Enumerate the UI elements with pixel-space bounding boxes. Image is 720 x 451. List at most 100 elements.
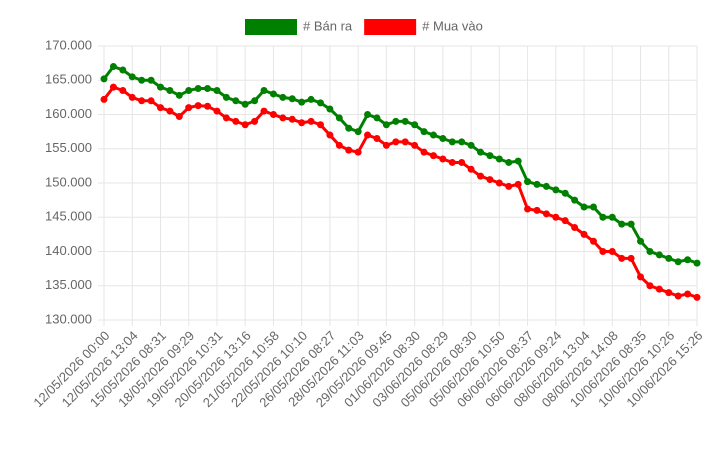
data-point — [364, 131, 372, 139]
y-tick-label: 160.000 — [45, 106, 92, 121]
data-point — [251, 97, 259, 105]
data-point — [382, 121, 390, 129]
data-point — [138, 97, 146, 105]
data-point — [571, 196, 579, 204]
data-point — [561, 217, 569, 225]
data-point — [175, 113, 183, 121]
data-point — [382, 141, 390, 149]
data-point — [486, 152, 494, 160]
legend-label: # Mua vào — [422, 18, 483, 33]
data-point — [599, 213, 607, 221]
data-point — [175, 91, 183, 99]
data-point — [156, 104, 164, 112]
data-point — [204, 102, 212, 110]
data-point — [147, 97, 155, 105]
data-point — [194, 102, 202, 110]
data-point — [411, 141, 419, 149]
data-point — [589, 203, 597, 211]
data-point — [533, 206, 541, 214]
data-point — [326, 105, 334, 113]
data-point — [533, 180, 541, 188]
data-point — [345, 146, 353, 154]
data-point — [298, 98, 306, 106]
data-point — [288, 115, 296, 123]
data-point — [458, 138, 466, 146]
data-point — [627, 254, 635, 262]
data-point — [420, 128, 428, 136]
data-point — [251, 117, 259, 125]
data-point — [392, 117, 400, 125]
y-tick-label: 135.000 — [45, 277, 92, 292]
data-point — [373, 114, 381, 122]
data-point — [637, 273, 645, 281]
data-point — [373, 134, 381, 142]
data-point — [288, 95, 296, 103]
data-point — [477, 148, 485, 156]
data-point — [627, 220, 635, 228]
y-tick-label: 130.000 — [45, 311, 92, 326]
series-line — [102, 65, 698, 265]
data-point — [260, 87, 268, 95]
data-point — [495, 179, 503, 187]
data-point — [458, 158, 466, 166]
data-point — [467, 141, 475, 149]
data-point — [411, 121, 419, 129]
data-point — [552, 186, 560, 194]
data-point — [637, 237, 645, 245]
data-point — [684, 256, 692, 264]
data-point — [345, 124, 353, 132]
data-point — [505, 182, 513, 190]
data-point — [646, 282, 654, 290]
data-point — [448, 158, 456, 166]
data-point — [665, 254, 673, 262]
data-point — [128, 73, 136, 81]
data-point — [147, 76, 155, 84]
data-point — [599, 248, 607, 255]
data-point — [269, 111, 277, 118]
data-point — [109, 83, 117, 91]
data-point — [674, 292, 682, 300]
data-point — [232, 117, 240, 125]
data-point — [100, 75, 108, 83]
y-tick-label: 155.000 — [45, 140, 92, 155]
data-point — [204, 84, 212, 92]
data-point — [684, 290, 692, 298]
data-point — [119, 66, 127, 74]
data-point — [618, 254, 626, 262]
data-point — [222, 114, 230, 122]
data-point — [128, 93, 136, 101]
y-tick-label: 140.000 — [45, 243, 92, 258]
series-line — [102, 85, 698, 299]
data-point — [495, 155, 503, 163]
data-point — [524, 205, 532, 213]
data-point — [316, 121, 324, 129]
data-point — [326, 131, 334, 139]
data-point — [307, 117, 315, 125]
data-point — [429, 152, 437, 160]
data-point — [279, 114, 287, 122]
data-point — [693, 293, 701, 301]
data-point — [608, 248, 616, 255]
data-point — [241, 121, 249, 129]
legend-swatch — [364, 19, 417, 35]
data-point — [401, 138, 409, 146]
data-point — [580, 230, 588, 238]
data-point — [279, 93, 287, 101]
data-point — [138, 76, 146, 84]
data-point — [241, 100, 249, 108]
legend-label: # Bán ra — [303, 18, 353, 33]
data-point — [608, 213, 616, 221]
data-point — [260, 107, 268, 115]
data-point — [693, 259, 701, 267]
data-point — [514, 180, 522, 188]
data-point — [185, 87, 193, 95]
data-point — [213, 87, 221, 95]
data-point — [439, 134, 447, 142]
data-point — [665, 289, 673, 297]
data-point — [580, 203, 588, 211]
data-point — [298, 119, 306, 127]
data-point — [420, 148, 428, 156]
data-point — [354, 128, 362, 136]
